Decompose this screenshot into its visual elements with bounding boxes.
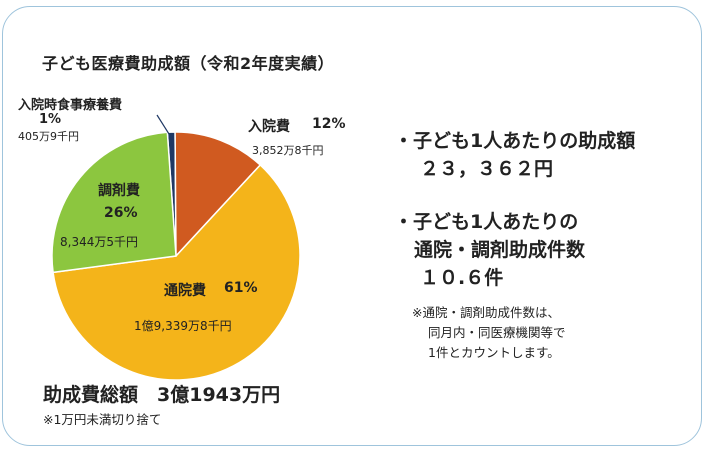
slice-label-pharmacy: 調剤費	[98, 183, 140, 199]
slice-amount-pharmacy: 8,344万5千円	[60, 235, 138, 249]
slice-label-meal: 入院時食事療養費	[18, 98, 123, 113]
slice-pharmacy	[51, 131, 177, 274]
per-child-count-subheading: 通院・調剤助成件数	[414, 239, 586, 261]
slice-inpatient	[174, 131, 262, 258]
per-child-amount-value: ２３，３６２円	[420, 158, 554, 180]
note-line-2: 同月内・同医療機関等で	[428, 325, 566, 340]
per-child-count-value: １０.６件	[420, 267, 504, 289]
note-line-3: 1件とカウントします。	[428, 345, 560, 360]
slice-label-inpatient: 入院費	[248, 119, 290, 135]
footnote: ※1万円未満切り捨て	[43, 412, 162, 427]
note-line-1: ※通院・調剤助成件数は、	[412, 305, 560, 320]
slice-outpatient	[52, 163, 301, 381]
slice-label-outpatient: 通院費	[164, 283, 206, 299]
slice-amount-meal: 405万9千円	[18, 130, 79, 143]
chart-title: 子ども医療費助成額（令和2年度実績）	[42, 54, 335, 73]
slice-amount-inpatient: 3,852万8千円	[252, 144, 324, 157]
slice-percent-inpatient: 12%	[312, 116, 346, 132]
slice-percent-outpatient: 61%	[224, 280, 258, 296]
slice-percent-pharmacy: 26%	[104, 205, 138, 221]
slice-amount-outpatient: 1億9,339万8千円	[134, 319, 232, 333]
per-child-count-heading: ・子ども1人あたりの	[394, 211, 579, 233]
leader-line	[156, 114, 170, 135]
slice-percent-meal: 1%	[39, 112, 62, 127]
per-child-amount-heading: ・子ども1人あたりの助成額	[394, 130, 636, 152]
total-amount: 助成費総額 3億1943万円	[43, 384, 281, 406]
